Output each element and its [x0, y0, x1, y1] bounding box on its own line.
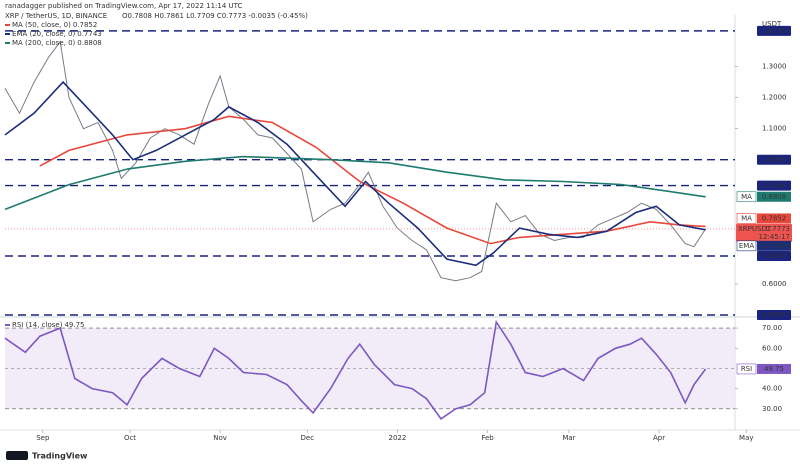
series-tag-name: RSI	[741, 365, 752, 373]
series-tag-name-bg	[736, 213, 757, 224]
x-tick-label: 2022	[389, 434, 407, 442]
y-tick-label: 70.00	[762, 324, 782, 332]
series-tag-value: 0.7743	[762, 242, 787, 250]
y-tick-label: 0.6000	[762, 280, 787, 288]
series-tag-value: 49.75	[764, 365, 784, 373]
series-line	[4, 40, 707, 282]
level-label: 0.9168	[762, 182, 787, 190]
countdown: 12:45:17	[759, 233, 790, 241]
level-tag	[757, 251, 791, 261]
y-tick-label: 40.00	[762, 385, 782, 393]
series-line	[4, 80, 706, 267]
footer-logo: TradingView	[32, 452, 88, 461]
legend-name: RSI (14, close)	[12, 321, 63, 329]
series-line	[4, 319, 707, 421]
ohlc: O0.7808 H0.7861 L0.7709 C0.7773 -0.0035 …	[122, 12, 308, 20]
level-label: 1.4150	[762, 27, 787, 35]
level-tag	[757, 310, 791, 320]
x-tick-label: Oct	[124, 434, 136, 442]
series-tag-value: 0.7852	[762, 214, 787, 222]
legend-name: MA (50, close, 0)	[12, 21, 71, 29]
x-tick-label: Sep	[36, 434, 50, 442]
series-tag-name: MA	[741, 214, 752, 222]
level-label: 0.6900	[762, 252, 787, 260]
series-tag-name-bg	[736, 191, 757, 203]
logo-icon	[6, 451, 28, 460]
x-tick-label: Nov	[213, 434, 227, 442]
y-tick-label: 1.2000	[762, 94, 787, 102]
series-tag-value: 0.8808	[762, 193, 787, 201]
published-note: ranadagger published on TradingView.com,…	[5, 2, 243, 10]
x-tick-label: Mar	[562, 434, 575, 442]
series-line	[4, 155, 706, 211]
x-tick-label: May	[739, 434, 753, 442]
series-tag-bg	[757, 213, 791, 224]
price-tag-value: 0.7773	[766, 225, 791, 233]
level-tag	[757, 180, 791, 191]
currency: USDT	[762, 20, 782, 28]
y-tick-label: 30.00	[762, 405, 782, 413]
legend-value: 0.7852	[73, 21, 98, 29]
level-label: 0.5000	[762, 311, 787, 319]
series-tag-bg	[757, 363, 791, 374]
series-tag-bg	[757, 191, 791, 202]
legend-value: 0.7743	[77, 30, 102, 38]
series-line	[39, 115, 706, 245]
level-label: 1.0000	[762, 156, 787, 164]
level-tag	[757, 154, 791, 165]
series-tag-name: MA	[741, 193, 752, 201]
price-tag-name: XRPUSDT	[738, 225, 772, 233]
y-tick-label: 60.00	[762, 344, 782, 352]
legend-name: MA (200, close, 0)	[12, 39, 76, 47]
series-tag-name: EMA	[739, 242, 754, 250]
x-tick-label: Feb	[481, 434, 494, 442]
y-tick-label: 1.3000	[762, 63, 787, 71]
series-tag-name-bg	[736, 363, 757, 375]
symbol: XRP / TetherUS, 1D, BINANCE	[5, 12, 107, 20]
y-tick-label: 1.1000	[762, 125, 787, 133]
x-tick-label: Apr	[653, 434, 665, 442]
price-tag	[736, 223, 792, 242]
x-tick-label: Dec	[301, 434, 315, 442]
legend-name: EMA (20, close, 0)	[12, 30, 75, 38]
level-tag	[757, 25, 791, 36]
series-tag-bg	[757, 240, 791, 251]
legend-value: 49.75	[64, 321, 84, 329]
legend-value: 0.8808	[77, 39, 102, 47]
series-tag-name-bg	[736, 240, 757, 252]
